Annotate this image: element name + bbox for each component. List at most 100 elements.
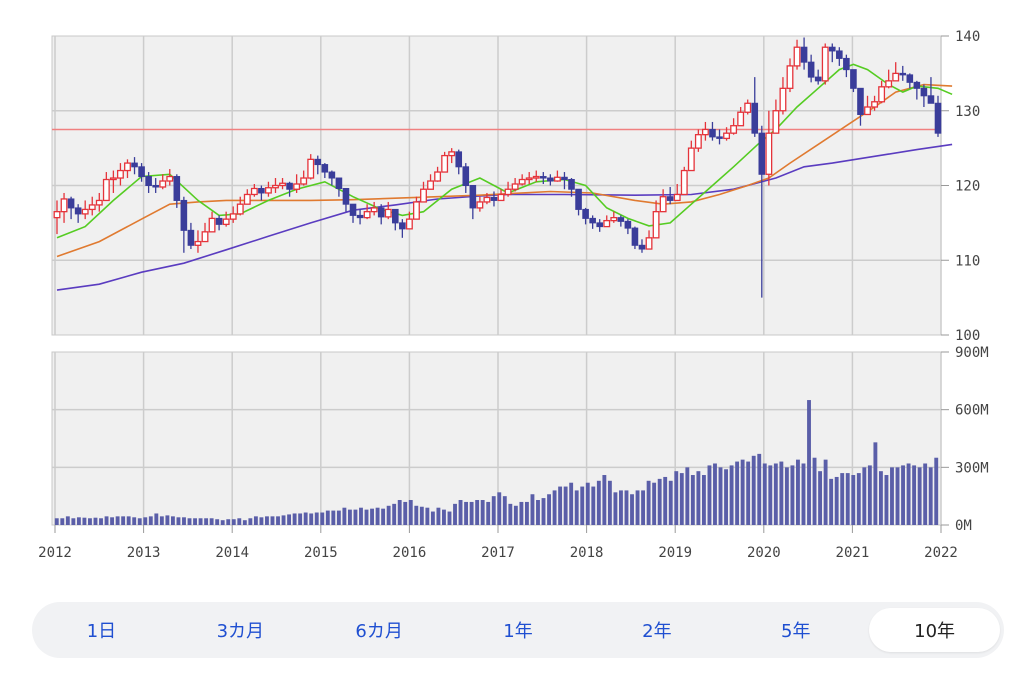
candle-up [272, 184, 279, 189]
volume-bar [475, 500, 480, 525]
volume-bar [237, 518, 242, 525]
volume-bar [807, 400, 811, 525]
volume-bar [458, 500, 463, 525]
x-tick-label: 2015 [304, 545, 338, 561]
volume-bar [320, 512, 325, 525]
volume-bar [287, 514, 292, 525]
candle-up [772, 110, 780, 134]
volume-bar [690, 475, 695, 525]
volume-bar [359, 507, 363, 525]
volume-bar [845, 473, 850, 525]
candle-down [751, 102, 759, 134]
volume-bar [796, 459, 800, 525]
volume-bar [635, 490, 640, 525]
volume-bar [397, 500, 402, 525]
candle-up [730, 125, 738, 134]
candle-down [836, 50, 843, 59]
candle-down [666, 196, 674, 201]
volume-bar [54, 518, 59, 525]
range-tab-5y[interactable]: 5年 [730, 608, 861, 652]
volume-bar [65, 516, 70, 525]
candle-down [814, 76, 822, 82]
candle-down [828, 46, 836, 52]
candle-down [377, 207, 385, 218]
volume-bar [342, 507, 347, 525]
volume-bar [558, 486, 563, 525]
volume-bar [93, 517, 98, 525]
x-tick-label: 2014 [215, 545, 249, 561]
candle-down [215, 217, 223, 225]
candle-down [547, 177, 554, 182]
x-tick-label: 2021 [836, 545, 870, 561]
candle-up [116, 169, 124, 179]
volume-bar [447, 511, 452, 525]
candle-up [483, 196, 491, 203]
candle-up [723, 132, 731, 140]
candle-up [405, 218, 413, 230]
range-tab-6m[interactable]: 6カ月 [314, 608, 445, 652]
volume-bar [563, 486, 568, 525]
range-tab-1y[interactable]: 1年 [453, 608, 584, 652]
candle-up [532, 175, 540, 179]
candle-down [582, 208, 589, 219]
candle-up [603, 219, 611, 228]
range-tab-3m[interactable]: 3カ月 [175, 608, 306, 652]
volume-bar [193, 518, 197, 525]
volume-bar [469, 501, 474, 525]
volume-bar [674, 471, 679, 525]
volume-bar [88, 518, 92, 525]
volume-bar [364, 509, 369, 525]
volume-bar [187, 518, 192, 525]
candle-down [638, 244, 646, 250]
volume-bar [442, 509, 446, 525]
volume-bar [685, 467, 690, 525]
volume-bar [71, 518, 76, 525]
candle-down [145, 176, 152, 186]
volume-bar [502, 496, 507, 525]
volume-bar [878, 471, 883, 525]
candle-down [758, 132, 766, 175]
volume-bar [392, 503, 397, 525]
range-tab-1d[interactable]: 1日 [36, 608, 167, 652]
volume-bar [370, 508, 374, 525]
candle-up [124, 162, 131, 172]
volume-bar [403, 501, 408, 525]
volume-bar [856, 473, 861, 525]
candle-up [553, 176, 561, 182]
candle-up [434, 171, 442, 182]
candle-up [250, 187, 258, 196]
x-tick-label: 2018 [570, 545, 604, 561]
range-tab-2y[interactable]: 2年 [591, 608, 722, 652]
volume-bar [530, 494, 535, 525]
candle-up [243, 193, 251, 205]
candle-down [462, 166, 470, 186]
volume-bar [569, 482, 574, 525]
candle-up [194, 240, 202, 246]
volume-bar [652, 482, 657, 525]
candle-up [95, 199, 103, 206]
volume-bar [276, 516, 280, 525]
volume-bar [895, 467, 900, 525]
volume-y-tick-label: 0M [955, 518, 972, 534]
candle-up [427, 180, 434, 190]
volume-bar [386, 505, 391, 525]
candle-down [561, 176, 568, 181]
volume-bar [353, 509, 358, 525]
volume-bar [270, 516, 275, 525]
volume-bar [784, 467, 789, 525]
candle-up [307, 158, 315, 179]
candle-down [335, 177, 343, 189]
volume-bar [607, 480, 612, 525]
candle-up [511, 183, 519, 190]
range-tab-10y[interactable]: 10年 [869, 608, 1001, 652]
candle-up [448, 151, 456, 157]
candle-up [892, 72, 900, 82]
volume-bar [934, 457, 939, 525]
volume-bar [746, 461, 751, 525]
volume-bar [923, 463, 928, 525]
volume-bar [701, 475, 706, 525]
candle-up [878, 86, 886, 103]
volume-y-tick-label: 900M [955, 345, 989, 361]
volume-bar [143, 517, 148, 525]
candle-up [610, 216, 618, 222]
